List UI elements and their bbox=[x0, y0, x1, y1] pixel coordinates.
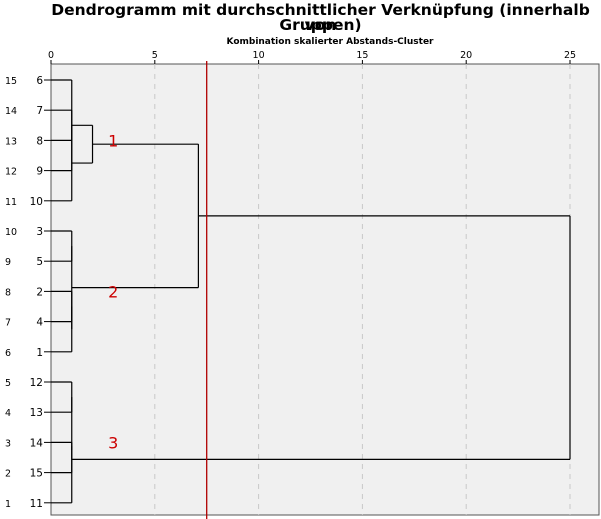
leaf-case-label: 8 bbox=[36, 135, 43, 147]
leaf-position-label: 2 bbox=[5, 469, 11, 480]
leaf-case-label: 5 bbox=[36, 256, 43, 268]
leaf-position-label: 3 bbox=[5, 438, 11, 449]
leaf-position-label: 7 bbox=[5, 318, 11, 329]
leaf-position-label: 1 bbox=[5, 499, 11, 510]
leaf-case-label: 13 bbox=[30, 407, 43, 419]
leaf-case-label: 9 bbox=[36, 166, 43, 178]
leaf-case-label: 12 bbox=[30, 377, 43, 389]
leaf-position-label: 9 bbox=[5, 257, 11, 268]
leaf-position-label: 11 bbox=[5, 197, 17, 208]
leaf-position-label: 6 bbox=[5, 348, 11, 359]
leaf-position-label: 15 bbox=[5, 76, 17, 87]
leaf-case-label: 1 bbox=[36, 347, 43, 359]
leaf-case-label: 14 bbox=[30, 437, 44, 449]
leaf-case-label: 7 bbox=[36, 105, 43, 117]
leaf-case-label: 4 bbox=[36, 317, 43, 329]
x-tick-label: 15 bbox=[356, 50, 368, 61]
leaf-position-label: 5 bbox=[5, 378, 11, 389]
leaf-position-label: 13 bbox=[5, 136, 17, 147]
cluster-annotation: 3 bbox=[108, 433, 118, 452]
leaf-case-label: 10 bbox=[30, 196, 43, 208]
cluster-annotation: 2 bbox=[108, 282, 118, 301]
leaf-case-label: 11 bbox=[30, 498, 43, 510]
leaf-case-label: 15 bbox=[30, 468, 43, 480]
x-tick-label: 0 bbox=[48, 50, 54, 61]
plot-area bbox=[50, 63, 600, 516]
leaf-position-label: 4 bbox=[5, 408, 11, 419]
chart-title-line-2: Gruppen) bbox=[279, 16, 362, 34]
x-tick-label: 25 bbox=[564, 50, 576, 61]
cluster-annotation: 1 bbox=[108, 131, 118, 150]
x-axis-title: Kombination skalierter Abstands-Cluster bbox=[226, 37, 434, 47]
chart-title-line-1: Dendrogramm mit durchschnittlicher Verkn… bbox=[51, 1, 590, 34]
leaf-position-label: 8 bbox=[5, 287, 11, 298]
leaf-position-label: 12 bbox=[5, 167, 17, 178]
x-tick-label: 10 bbox=[253, 50, 265, 61]
leaf-case-label: 2 bbox=[36, 286, 43, 298]
x-tick-label: 5 bbox=[152, 50, 158, 61]
leaf-case-label: 3 bbox=[36, 226, 43, 238]
leaf-case-label: 6 bbox=[36, 75, 43, 87]
leaf-position-label: 14 bbox=[5, 106, 17, 117]
x-tick-label: 20 bbox=[460, 50, 472, 61]
leaf-position-label: 10 bbox=[5, 227, 17, 238]
